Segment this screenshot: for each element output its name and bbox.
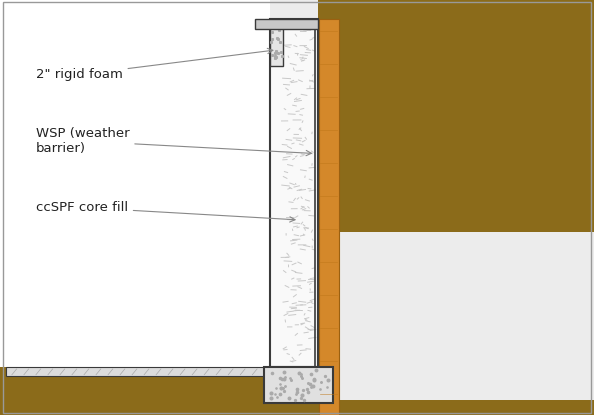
Bar <box>270 19 318 367</box>
Bar <box>0 0 270 367</box>
Text: WSP (weather
barrier): WSP (weather barrier) <box>36 127 311 156</box>
Bar <box>0 367 270 403</box>
Bar <box>318 0 594 232</box>
Text: 2" rigid foam: 2" rigid foam <box>36 48 273 81</box>
Bar <box>0 367 270 415</box>
Bar <box>264 367 333 403</box>
Bar <box>270 19 283 66</box>
Text: ccSPF core fill: ccSPF core fill <box>36 201 295 222</box>
Bar <box>339 0 594 232</box>
Bar <box>0 400 594 415</box>
Bar <box>6 367 270 376</box>
Bar <box>255 19 318 29</box>
Bar <box>319 19 339 415</box>
